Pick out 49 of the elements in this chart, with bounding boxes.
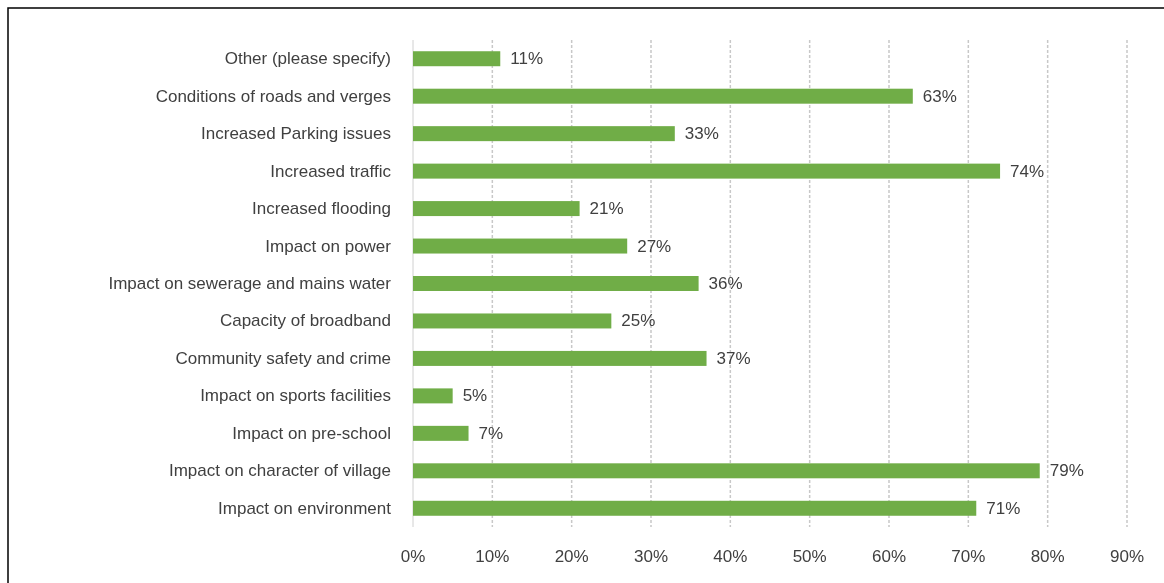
y-tick-label: Capacity of broadband <box>219 311 391 331</box>
bar <box>413 350 707 366</box>
y-tick-label: Increased Parking issues <box>201 124 391 144</box>
bar <box>413 163 1001 179</box>
bar <box>413 463 1040 479</box>
x-tick-label: 50% <box>792 546 827 566</box>
data-label: 5% <box>462 386 488 406</box>
bar <box>413 388 453 404</box>
data-label: 79% <box>1049 461 1084 481</box>
x-tick-label: 70% <box>951 546 986 566</box>
bar <box>413 276 699 291</box>
x-tick-label: 60% <box>871 546 907 566</box>
y-tick-label: Impact on sports facilities <box>200 386 391 406</box>
y-tick-label: Impact on character of village <box>168 461 391 481</box>
data-label: 37% <box>716 348 751 368</box>
data-label: 11% <box>510 49 544 69</box>
bar <box>413 238 628 254</box>
bar <box>413 500 977 516</box>
x-tick-label: 20% <box>554 546 589 566</box>
bar <box>413 126 675 142</box>
y-tick-label: Impact on pre-school <box>232 423 391 443</box>
data-label: 71% <box>986 498 1021 518</box>
data-label: 74% <box>1010 161 1045 181</box>
bar <box>413 88 913 104</box>
data-label: 36% <box>708 274 743 293</box>
x-tick-label: 30% <box>633 546 669 566</box>
x-tick-label: 0% <box>400 546 426 566</box>
data-label: 63% <box>922 86 957 106</box>
y-tick-label: Impact on sewerage and mains water <box>108 274 392 293</box>
y-tick-label: Impact on environment <box>218 498 392 518</box>
data-label: 25% <box>621 311 656 331</box>
x-tick-label: 80% <box>1030 546 1065 566</box>
bar <box>413 425 469 441</box>
y-tick-label: Other (please specify) <box>224 49 391 69</box>
bar <box>413 51 501 67</box>
x-tick-label: 10% <box>475 546 510 566</box>
y-tick-label: Conditions of roads and verges <box>155 86 391 106</box>
bar <box>413 201 580 217</box>
data-label: 21% <box>589 199 624 219</box>
data-label: 7% <box>478 423 504 443</box>
data-label: 27% <box>637 236 672 256</box>
y-tick-label: Impact on power <box>265 236 392 256</box>
y-tick-label: Community safety and crime <box>175 348 391 368</box>
y-tick-label: Increased traffic <box>270 161 392 181</box>
bar <box>413 313 612 329</box>
x-tick-label: 40% <box>713 546 748 566</box>
y-tick-label: Increased flooding <box>252 199 391 219</box>
data-label: 33% <box>684 124 719 144</box>
x-tick-label: 90% <box>1109 546 1145 566</box>
